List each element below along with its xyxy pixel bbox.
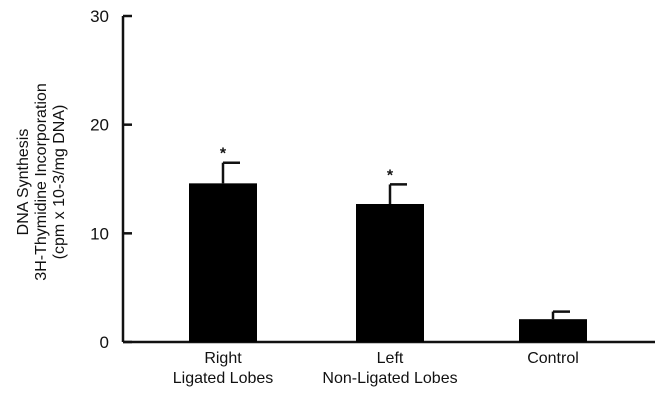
y-tick-label: 20: [90, 116, 109, 135]
x-category-label: Ligated Lobes: [173, 370, 274, 387]
significance-marker: *: [387, 167, 394, 184]
y-tick-label: 10: [90, 224, 109, 243]
y-axis-label-line-1: DNA Synthesis: [15, 129, 32, 236]
x-category-label: Left: [377, 350, 404, 367]
y-axis-label: DNA Synthesis 3H-Thymidine Incorporation…: [15, 83, 68, 280]
bar: [356, 203, 424, 342]
y-tick-label: 30: [90, 7, 109, 26]
y-axis-label-line-2: 3H-Thymidine Incorporation: [33, 83, 50, 280]
y-tick-label: 0: [100, 333, 109, 352]
x-category-label: Right: [204, 350, 242, 367]
y-axis-label-line-3: (cpm x 10-3/mg DNA): [51, 105, 68, 260]
bar: [519, 319, 587, 342]
significance-marker: *: [220, 146, 227, 163]
bar: [189, 183, 257, 342]
plot-area: 0 10 20 30 * Right Ligated Lobes * Left Non-Ligat…: [90, 7, 655, 387]
x-category-label: Control: [527, 350, 579, 367]
x-category-label: Non-Ligated Lobes: [322, 370, 457, 387]
